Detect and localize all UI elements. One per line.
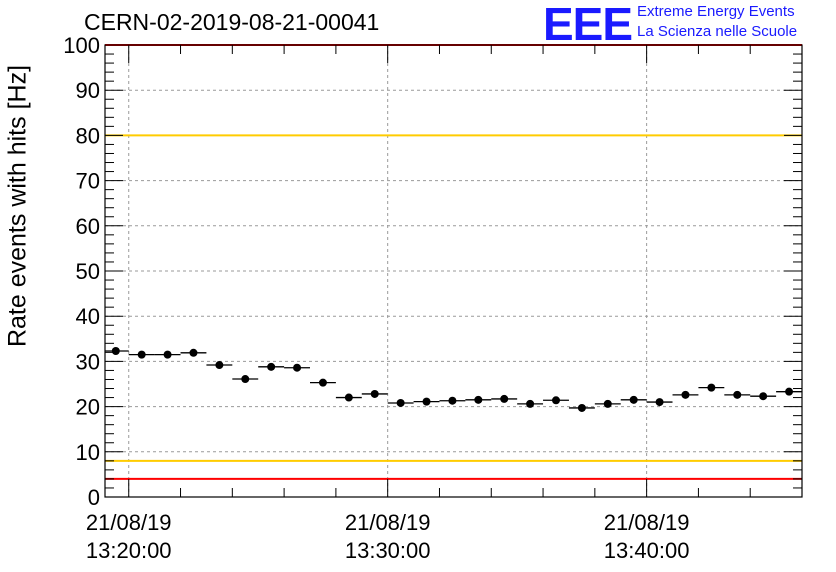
logo-line-2: La Scienza nelle Scuole (637, 23, 798, 40)
eee-logo: EEE (543, 0, 633, 50)
data-point (241, 375, 250, 384)
data-point (526, 399, 535, 408)
data-point (293, 363, 302, 372)
y-tick-label: 70 (76, 169, 100, 194)
data-point (759, 392, 768, 401)
x-tick-label-time: 13:30:00 (345, 538, 431, 563)
chart-title: CERN-02-2019-08-21-00041 (84, 9, 380, 35)
data-point (500, 394, 509, 403)
y-tick-label: 60 (76, 214, 100, 239)
data-point (552, 396, 560, 405)
data-point (163, 350, 172, 359)
x-tick-label-date: 21/08/19 (604, 510, 690, 535)
data-point (344, 393, 353, 402)
data-point (577, 403, 586, 412)
y-tick-label: 100 (63, 33, 100, 58)
eee-logo-text: Extreme Energy Events La Scienza nelle S… (637, 2, 797, 42)
data-point (603, 399, 612, 408)
data-point (681, 390, 690, 399)
data-point (396, 398, 405, 407)
data-point (707, 383, 716, 392)
y-tick-label: 0 (88, 485, 100, 510)
data-point (733, 390, 742, 399)
data-point (422, 397, 431, 406)
data-point (111, 347, 120, 356)
data-point (448, 396, 457, 405)
logo-line-1: Extreme Energy Events (637, 3, 795, 20)
x-tick-label-date: 21/08/19 (86, 510, 172, 535)
y-tick-label: 80 (76, 123, 100, 148)
data-point (785, 387, 794, 396)
y-tick-label: 30 (76, 349, 100, 374)
data-point (137, 350, 146, 359)
data-point (215, 361, 224, 370)
data-point (655, 398, 664, 407)
data-point (189, 348, 198, 357)
data-point (370, 389, 379, 398)
x-tick-label-time: 13:40:00 (604, 538, 690, 563)
y-tick-label: 90 (76, 78, 100, 103)
data-point (474, 395, 483, 404)
data-point (629, 395, 638, 404)
data-point (318, 378, 327, 387)
x-tick-label-date: 21/08/19 (345, 510, 431, 535)
data-point (267, 362, 276, 371)
y-tick-label: 40 (76, 304, 100, 329)
x-tick-label-time: 13:20:00 (86, 538, 172, 563)
y-tick-label: 20 (76, 395, 100, 420)
y-tick-label: 10 (76, 440, 100, 465)
y-tick-label: 50 (76, 259, 100, 284)
